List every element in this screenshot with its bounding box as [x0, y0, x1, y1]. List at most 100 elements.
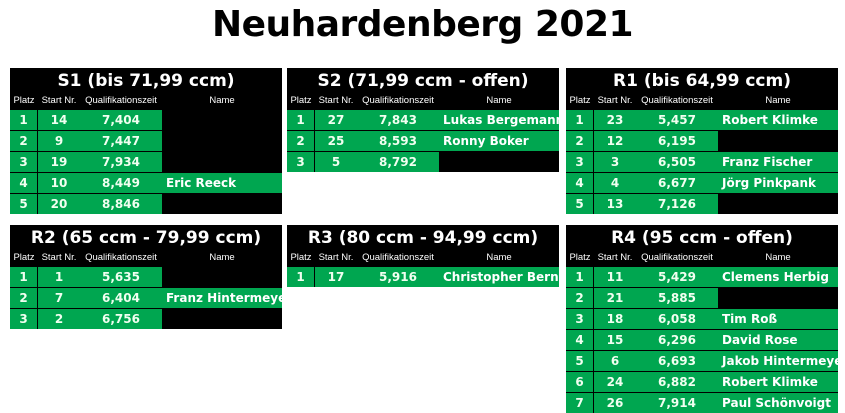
- header-platz: Platz: [569, 252, 591, 263]
- cell-name: [718, 131, 838, 151]
- header-platz: Platz: [13, 95, 35, 106]
- header-name: Name: [765, 95, 791, 106]
- header-platz: Platz: [13, 252, 35, 263]
- table-row: 2 21 5,885: [566, 287, 838, 308]
- cell-zeit: 6,404: [80, 288, 162, 308]
- cell-start: 10: [38, 173, 80, 193]
- cell-start: 6: [594, 351, 636, 371]
- table-row: 7 26 7,914 Paul Schönvoigt: [566, 392, 838, 413]
- cell-name: [162, 194, 282, 214]
- cell-name: Paul Schönvoigt: [718, 393, 838, 413]
- cell-start: 7: [38, 288, 80, 308]
- cell-platz: 3: [566, 152, 594, 172]
- cell-platz: 2: [566, 288, 594, 308]
- cell-start: 1: [38, 267, 80, 287]
- cell-start: 21: [594, 288, 636, 308]
- cell-platz: 2: [10, 288, 38, 308]
- table-row: 4 4 6,677 Jörg Pinkpank: [566, 172, 838, 193]
- cell-start: 26: [594, 393, 636, 413]
- cell-zeit: 6,677: [636, 173, 718, 193]
- cell-zeit: 5,916: [357, 267, 439, 287]
- cell-zeit: 5,635: [80, 267, 162, 287]
- header-row: Platz Start Nr. Qualifikationszeit Name: [566, 250, 838, 266]
- table-title: S2 (71,99 ccm - offen): [317, 71, 529, 91]
- cell-zeit: 6,693: [636, 351, 718, 371]
- header-start: Start Nr.: [41, 252, 77, 263]
- cell-start: 5: [315, 152, 357, 172]
- cell-zeit: 5,429: [636, 267, 718, 287]
- results-table: R1 (bis 64,99 ccm) Platz Start Nr. Qualifik…: [566, 68, 838, 214]
- table-title: R3 (80 ccm - 94,99 ccm): [307, 228, 539, 248]
- cell-start: 25: [315, 131, 357, 151]
- cell-name: Lukas Bergemann: [439, 110, 559, 130]
- cell-start: 20: [38, 194, 80, 214]
- cell-platz: 1: [566, 267, 594, 287]
- header-name: Name: [209, 252, 235, 263]
- header-zeit: Qualifikationszeit: [85, 95, 157, 106]
- cell-platz: 6: [566, 372, 594, 392]
- table-row: 6 24 6,882 Robert Klimke: [566, 371, 838, 392]
- cell-name: Robert Klimke: [718, 372, 838, 392]
- table-row: 2 12 6,195: [566, 130, 838, 151]
- results-table: R3 (80 ccm - 94,99 ccm) Platz Start Nr. Qua…: [287, 225, 559, 287]
- cell-zeit: 5,457: [636, 110, 718, 130]
- results-table: R2 (65 ccm - 79,99 ccm) Platz Start Nr. Qua…: [10, 225, 282, 329]
- table-row: 4 15 6,296 David Rose: [566, 329, 838, 350]
- cell-name: [162, 152, 282, 172]
- cell-name: Jakob Hintermeyer: [718, 351, 838, 371]
- cell-platz: 2: [10, 131, 38, 151]
- header-row: Platz Start Nr. Qualifikationszeit Name: [566, 93, 838, 109]
- cell-zeit: 6,756: [80, 309, 162, 329]
- cell-platz: 5: [10, 194, 38, 214]
- header-zeit: Qualifikationszeit: [641, 95, 713, 106]
- cell-name: [162, 267, 282, 287]
- cell-name: Eric Reeck: [162, 173, 282, 193]
- cell-platz: 3: [10, 152, 38, 172]
- cell-start: 12: [594, 131, 636, 151]
- page-title: Neuhardenberg 2021: [211, 4, 634, 45]
- cell-zeit: 5,885: [636, 288, 718, 308]
- cell-platz: 1: [287, 267, 315, 287]
- cell-name: [162, 131, 282, 151]
- header-start: Start Nr.: [41, 95, 77, 106]
- cell-platz: 3: [566, 309, 594, 329]
- cell-platz: 2: [566, 131, 594, 151]
- table-row: 5 13 7,126: [566, 193, 838, 214]
- header-row: Platz Start Nr. Qualifikationszeit Name: [287, 93, 559, 109]
- table-row: 2 9 7,447: [10, 130, 282, 151]
- header-zeit: Qualifikationszeit: [641, 252, 713, 263]
- cell-start: 27: [315, 110, 357, 130]
- cell-name: Ronny Boker: [439, 131, 559, 151]
- table-row: 5 20 8,846: [10, 193, 282, 214]
- table-row: 3 5 8,792: [287, 151, 559, 172]
- cell-zeit: 8,792: [357, 152, 439, 172]
- results-table: R4 (95 ccm - offen) Platz Start Nr. Qualifi…: [566, 225, 838, 413]
- cell-name: [439, 152, 559, 172]
- cell-platz: 5: [566, 194, 594, 214]
- header-name: Name: [486, 95, 512, 106]
- cell-start: 15: [594, 330, 636, 350]
- table-row: 3 18 6,058 Tim Roß: [566, 308, 838, 329]
- table-row: 1 1 5,635: [10, 266, 282, 287]
- header-name: Name: [765, 252, 791, 263]
- cell-name: Clemens Herbig: [718, 267, 838, 287]
- cell-platz: 4: [566, 330, 594, 350]
- table-row: 2 25 8,593 Ronny Boker: [287, 130, 559, 151]
- cell-name: Robert Klimke: [718, 110, 838, 130]
- cell-name: Franz Fischer: [718, 152, 838, 172]
- cell-start: 18: [594, 309, 636, 329]
- cell-name: [162, 309, 282, 329]
- table-row: 2 7 6,404 Franz Hintermeyer: [10, 287, 282, 308]
- cell-start: 11: [594, 267, 636, 287]
- cell-name: Jörg Pinkpank: [718, 173, 838, 193]
- table-row: 5 6 6,693 Jakob Hintermeyer: [566, 350, 838, 371]
- table-row: 4 10 8,449 Eric Reeck: [10, 172, 282, 193]
- table-title: R2 (65 ccm - 79,99 ccm): [30, 228, 262, 248]
- cell-zeit: 6,058: [636, 309, 718, 329]
- cell-start: 19: [38, 152, 80, 172]
- cell-zeit: 6,296: [636, 330, 718, 350]
- cell-platz: 1: [566, 110, 594, 130]
- table-row: 1 11 5,429 Clemens Herbig: [566, 266, 838, 287]
- cell-zeit: 6,505: [636, 152, 718, 172]
- cell-zeit: 8,449: [80, 173, 162, 193]
